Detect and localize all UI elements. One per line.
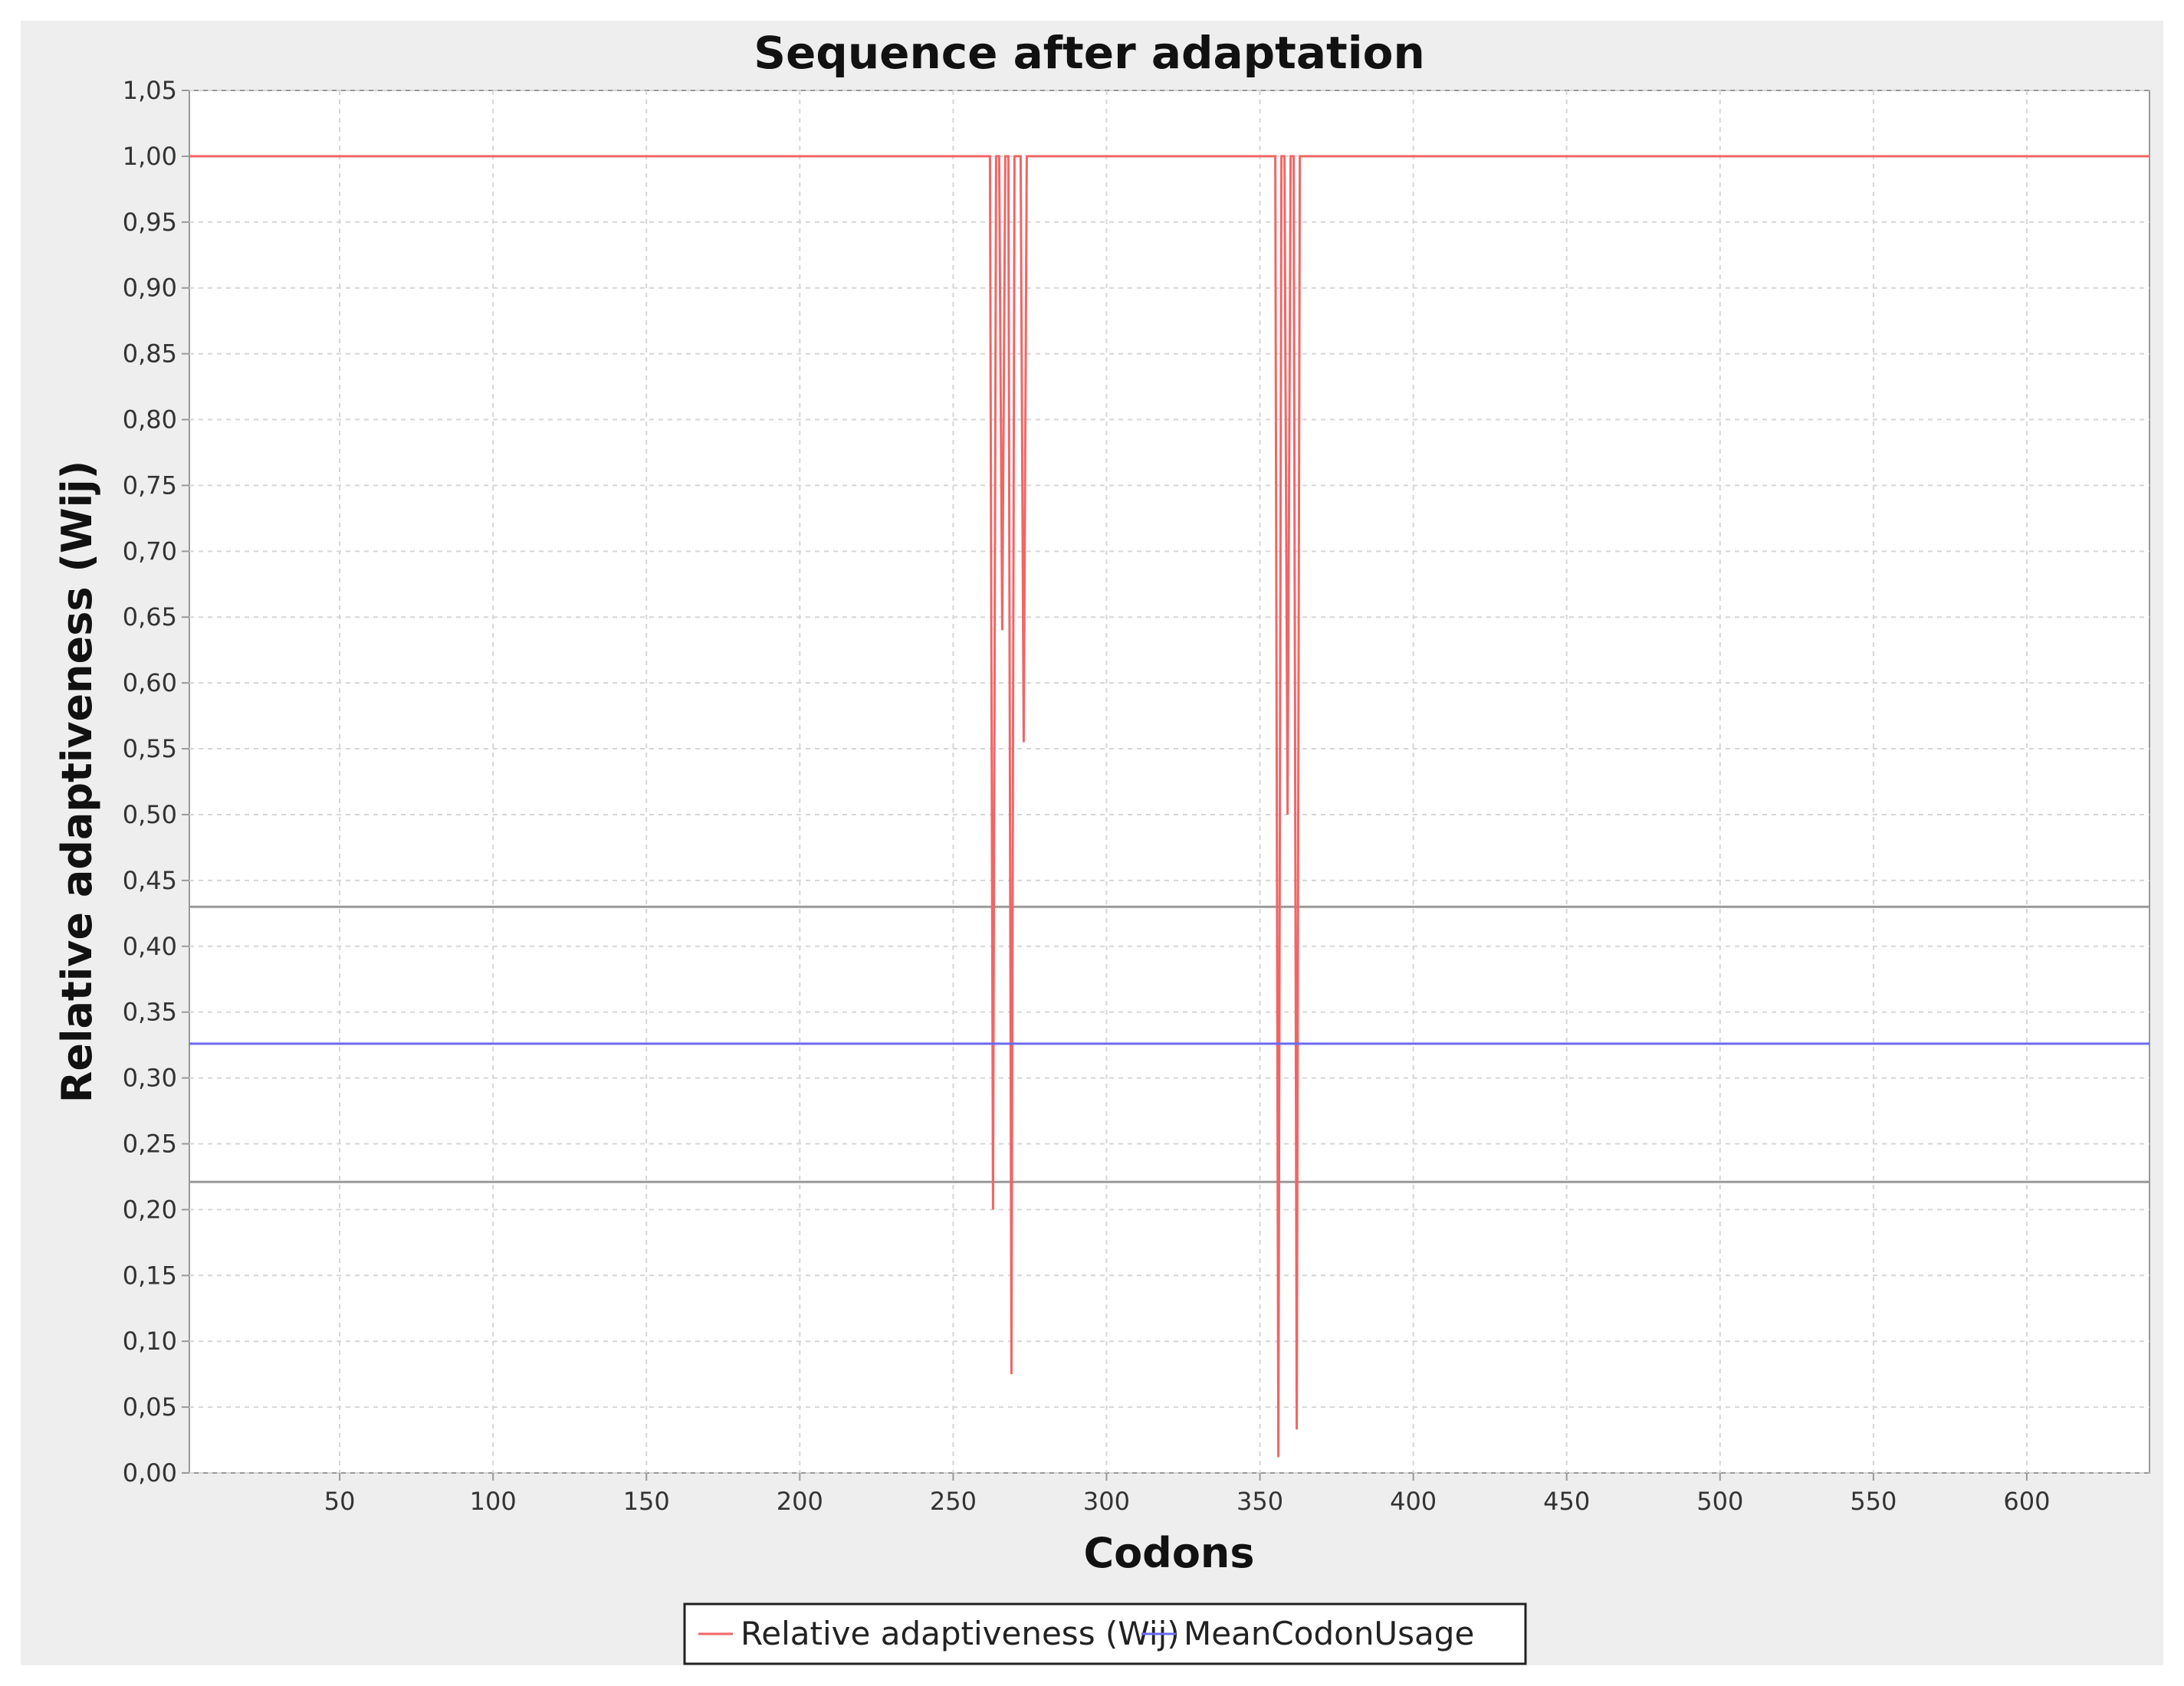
x-tick-label-250: 250 (930, 1487, 977, 1516)
x-axis-label: Codons (1083, 1529, 1254, 1577)
x-tick-label-300: 300 (1083, 1487, 1130, 1516)
y-tick-label-8: 0,40 (123, 932, 177, 961)
y-tick-label-13: 0,65 (123, 602, 177, 631)
y-tick-label-14: 0,70 (123, 536, 177, 566)
x-tick-label-200: 200 (777, 1487, 823, 1516)
legend-label-relative-adaptiveness: Relative adaptiveness (Wij) (741, 1615, 1180, 1652)
y-tick-label-19: 0,95 (123, 208, 177, 237)
legend-label-mean-codon-usage: MeanCodonUsage (1184, 1615, 1474, 1652)
reference-lines (189, 905, 2150, 1183)
x-tick-label-50: 50 (324, 1487, 356, 1516)
y-tick-label-12: 0,60 (123, 668, 177, 697)
plot-area (189, 90, 2150, 1474)
y-tick-label-2: 0,10 (123, 1327, 177, 1356)
y-axis-label: Relative adaptiveness (Wij) (53, 461, 101, 1104)
legend: Relative adaptiveness (Wij) MeanCodonUsa… (683, 1602, 1527, 1665)
series-line-0 (189, 155, 2150, 1458)
chart-svg: Sequence after adaptation 0,000,050,100,… (53, 27, 2150, 1665)
legend-box (683, 1602, 1527, 1665)
x-tick-label-100: 100 (470, 1487, 517, 1516)
x-tick-label-400: 400 (1390, 1487, 1437, 1516)
y-tick-label-7: 0,35 (123, 998, 177, 1027)
y-tick-label-5: 0,25 (123, 1129, 177, 1158)
chart-title: Sequence after adaptation (754, 27, 1425, 79)
y-tick-label-4: 0,20 (123, 1195, 177, 1224)
y-tick-label-11: 0,55 (123, 734, 177, 763)
y-tick-label-6: 0,30 (123, 1064, 177, 1093)
y-tick-label-17: 0,85 (123, 339, 177, 369)
y-tick-label-16: 0,80 (123, 405, 177, 435)
series-layer (189, 155, 2150, 1458)
x-tick-label-550: 550 (1850, 1487, 1897, 1516)
y-tick-label-10: 0,50 (123, 800, 177, 829)
y-tick-label-1: 0,05 (123, 1392, 177, 1422)
y-axis-ticks: 0,00 0,05 0,10 0,15 0,20 0,25 0,30 0,35 0,40 0,45… (123, 76, 189, 1488)
y-tick-label-3: 0,15 (123, 1261, 177, 1290)
x-axis-ticks: 50 100 150 200 250 300 350 400 450 500 550 600 (324, 1473, 2050, 1516)
chart-panel: Sequence after adaptation 0,00 0,05 0,10 0,… (21, 21, 2163, 1665)
x-tick-label-450: 450 (1543, 1487, 1590, 1516)
y-tick-label-0: 0,00 (123, 1458, 177, 1488)
y-tick-label-15: 0,75 (123, 471, 177, 500)
x-tick-label-150: 150 (623, 1487, 670, 1516)
x-tick-label-500: 500 (1696, 1487, 1743, 1516)
y-tick-label-9: 0,45 (123, 866, 177, 895)
x-tick-label-350: 350 (1237, 1487, 1283, 1516)
y-tick-label-18: 0,90 (123, 274, 177, 303)
grid-lines (189, 90, 2150, 1474)
y-tick-label-20: 1,00 (123, 142, 177, 171)
x-tick-label-600: 600 (2003, 1487, 2050, 1516)
y-tick-label-21: 1,05 (123, 76, 177, 105)
